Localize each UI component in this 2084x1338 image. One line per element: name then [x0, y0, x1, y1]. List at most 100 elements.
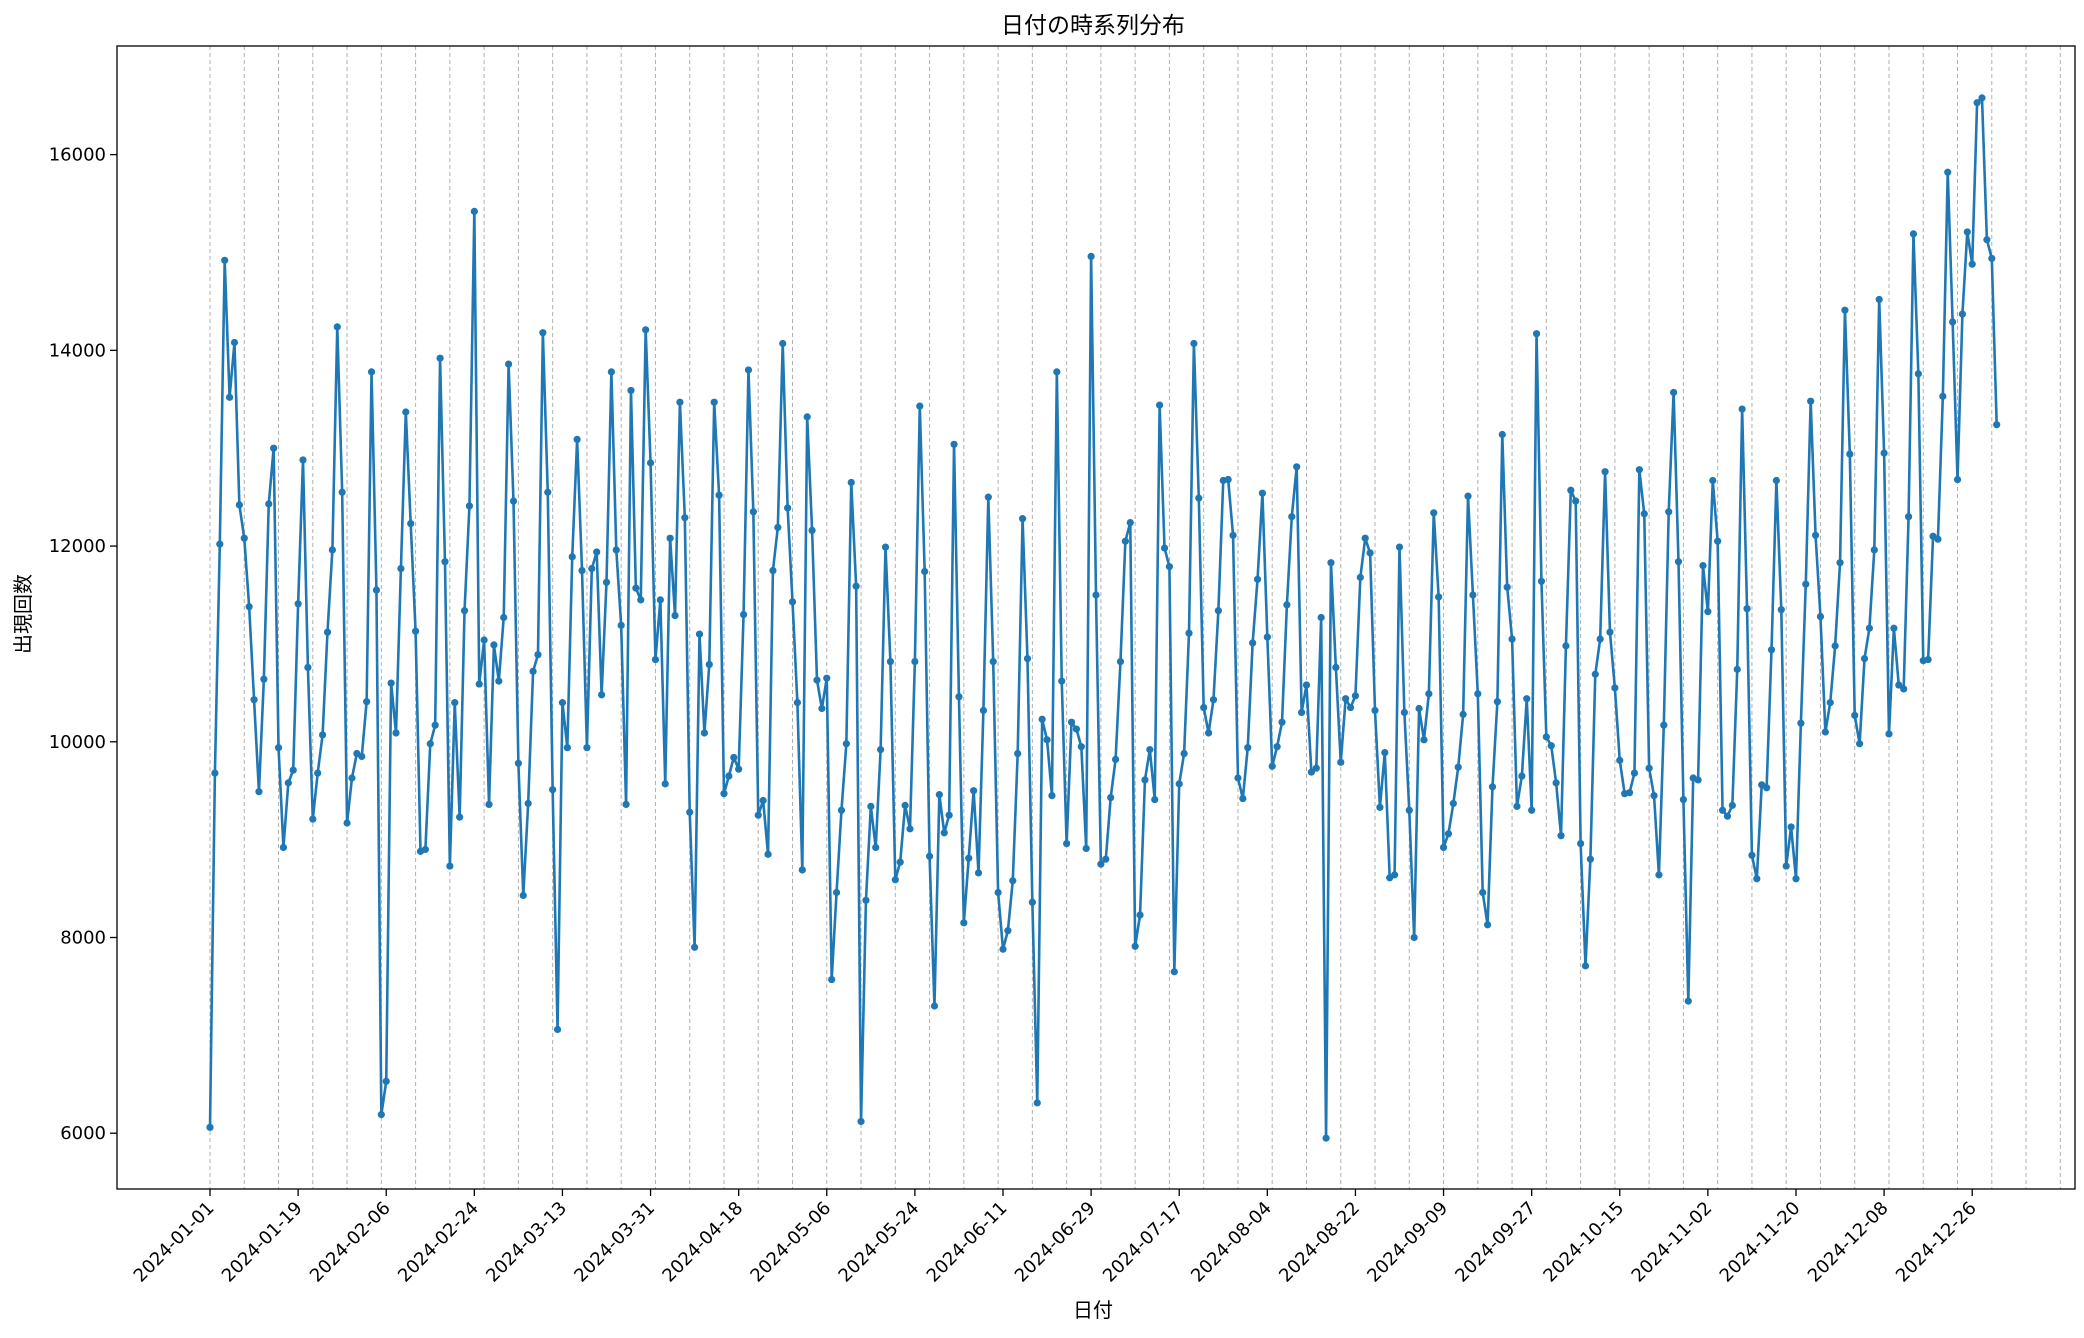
data-point — [921, 567, 929, 576]
x-tick-label: 2024-08-04 — [1187, 1198, 1276, 1287]
data-point — [1381, 748, 1389, 757]
data-point — [1983, 236, 1991, 244]
data-point — [480, 636, 488, 644]
data-point — [1317, 613, 1325, 622]
data-point — [1400, 708, 1408, 717]
data-point — [235, 501, 243, 509]
data-point — [1195, 494, 1203, 502]
data-point — [886, 657, 895, 666]
data-point — [686, 808, 694, 816]
data-point — [1591, 670, 1599, 678]
data-point — [632, 584, 640, 592]
data-point — [1909, 230, 1918, 238]
data-point — [916, 402, 924, 410]
data-point — [607, 368, 615, 376]
data-point — [1704, 608, 1712, 616]
data-point — [1547, 742, 1555, 750]
data-point — [392, 729, 400, 737]
data-point — [1714, 537, 1722, 545]
data-point — [514, 759, 522, 767]
data-point — [828, 975, 836, 984]
data-point — [1415, 704, 1423, 713]
data-point — [1229, 531, 1237, 539]
data-point — [656, 596, 664, 604]
data-point — [847, 478, 855, 487]
data-point — [475, 680, 483, 688]
data-point — [1474, 690, 1482, 698]
x-tick-label: 2024-10-15 — [1539, 1198, 1628, 1287]
data-point — [314, 769, 322, 777]
data-point — [788, 598, 797, 606]
y-tick-label: 14000 — [49, 340, 106, 361]
data-point — [1572, 497, 1580, 505]
data-point — [1567, 486, 1575, 494]
data-point — [1831, 642, 1839, 650]
data-point — [1258, 489, 1267, 497]
data-point — [798, 866, 806, 874]
data-point — [1244, 744, 1252, 752]
data-point — [431, 721, 439, 729]
y-axis-ticks: 6000 8000 10000 12000 14000 16000 — [49, 145, 117, 1144]
data-point — [421, 845, 429, 854]
data-point — [1439, 843, 1448, 852]
data-point — [441, 558, 449, 566]
data-point — [1665, 508, 1673, 516]
data-point — [309, 815, 317, 823]
data-point — [1136, 911, 1144, 919]
data-point — [1709, 476, 1717, 485]
data-point — [877, 746, 885, 754]
data-point — [1939, 392, 1947, 400]
data-point — [549, 786, 557, 794]
data-point — [637, 596, 645, 604]
data-point — [1606, 628, 1614, 636]
grid-lines — [209, 46, 2061, 1189]
data-point — [1718, 806, 1727, 814]
data-point — [730, 753, 738, 762]
data-point — [1018, 515, 1027, 523]
chart-title: 日付の時系列分布 — [1001, 13, 1185, 39]
data-point — [705, 660, 713, 669]
data-point — [505, 360, 513, 368]
data-point — [411, 627, 420, 635]
data-point — [1156, 401, 1164, 409]
data-point — [1904, 513, 1913, 521]
data-point — [627, 386, 635, 395]
data-point — [1361, 534, 1369, 542]
data-point — [1846, 450, 1854, 458]
data-point — [1302, 681, 1311, 689]
data-point — [1087, 252, 1095, 260]
data-point — [1107, 793, 1115, 802]
data-point — [1968, 260, 1976, 268]
data-point — [1410, 933, 1418, 942]
data-point — [1307, 768, 1315, 776]
data-point — [1792, 875, 1800, 883]
data-point — [1146, 746, 1154, 754]
data-point — [1836, 559, 1844, 567]
data-point — [1214, 607, 1222, 615]
data-point — [1224, 475, 1232, 484]
data-point — [749, 508, 757, 516]
data-point — [1293, 463, 1301, 471]
data-point — [1283, 601, 1291, 609]
data-point — [377, 1111, 385, 1119]
data-point — [598, 691, 606, 699]
data-point — [1498, 430, 1506, 439]
data-point — [363, 698, 371, 706]
data-point — [602, 578, 611, 586]
data-point — [250, 696, 258, 704]
data-point — [720, 790, 728, 798]
data-point — [764, 850, 772, 858]
data-point — [1337, 758, 1345, 766]
data-point — [1562, 642, 1570, 650]
data-point — [1856, 740, 1864, 748]
x-tick-label: 2024-09-09 — [1363, 1198, 1452, 1287]
data-point — [524, 799, 532, 808]
data-point — [230, 338, 239, 347]
data-point — [1518, 772, 1526, 780]
data-point — [823, 674, 831, 682]
data-point — [294, 600, 302, 608]
data-point — [945, 811, 953, 819]
data-point — [974, 869, 983, 877]
